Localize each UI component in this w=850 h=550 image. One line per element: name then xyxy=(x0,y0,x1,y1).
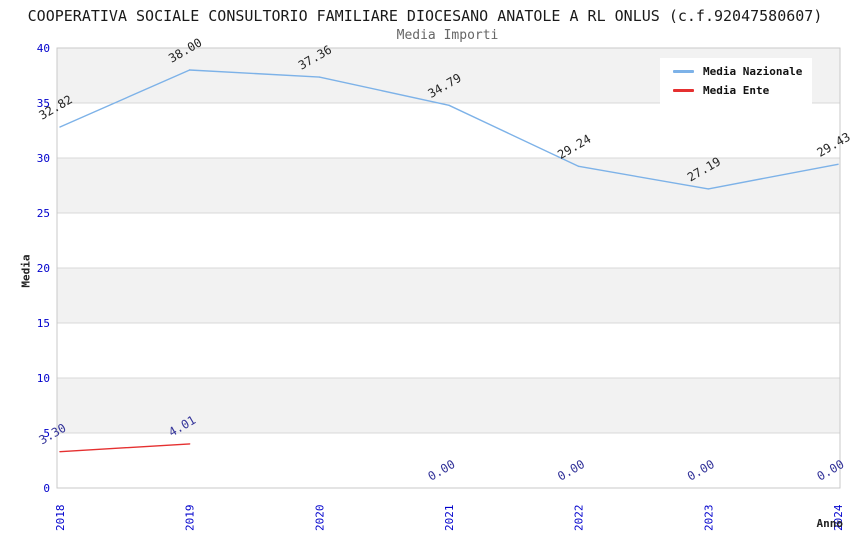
legend-item-media-ente: Media Ente xyxy=(660,84,812,97)
data-label-0: 29.43 xyxy=(815,130,850,160)
grid-band xyxy=(57,378,840,433)
y-tick-label: 40 xyxy=(37,42,50,55)
series-line-0 xyxy=(59,69,191,128)
x-tick-label: 2022 xyxy=(573,505,586,532)
y-tick-label: 5 xyxy=(43,427,50,440)
chart-title: COOPERATIVA SOCIALE CONSULTORIO FAMILIAR… xyxy=(27,7,823,25)
data-label-1: 0.00 xyxy=(426,457,458,484)
x-tick-label: 2019 xyxy=(184,505,197,532)
y-tick-label: 30 xyxy=(37,152,50,165)
y-axis-title: Media xyxy=(19,254,33,288)
series-line-0 xyxy=(448,104,580,168)
data-label-0: 29.24 xyxy=(555,132,593,162)
series-line-0 xyxy=(707,163,839,190)
y-tick-label: 0 xyxy=(43,482,50,495)
x-tick-label: 2024 xyxy=(832,504,845,531)
legend-label-media-nazionale: Media Nazionale xyxy=(703,64,803,78)
legend-label-media-ente: Media Ente xyxy=(703,84,770,98)
x-tick-label: 2023 xyxy=(702,505,715,532)
y-tick-label: 35 xyxy=(37,97,50,110)
series-line-1 xyxy=(59,443,191,453)
x-tick-label: 2021 xyxy=(443,505,456,532)
y-tick-label: 10 xyxy=(37,372,50,385)
data-label-1: 0.00 xyxy=(555,457,587,484)
series-line-0 xyxy=(188,69,321,78)
legend: Media Nazionale Media Ente xyxy=(660,58,812,104)
y-tick-label: 15 xyxy=(37,317,50,330)
legend-item-media-nazionale: Media Nazionale xyxy=(660,65,812,78)
y-tick-label: 25 xyxy=(37,207,50,220)
data-label-1: 3.30 xyxy=(37,421,69,448)
x-axis-title: Anno xyxy=(816,517,844,530)
grid-band xyxy=(57,158,840,213)
y-tick-label: 20 xyxy=(37,262,50,275)
data-label-1: 0.00 xyxy=(685,457,717,484)
series-line-0 xyxy=(577,165,710,190)
legend-line-media-nazionale-icon xyxy=(673,69,694,73)
x-tick-label: 2018 xyxy=(54,505,67,532)
series-line-0 xyxy=(318,76,450,107)
chart-subtitle: Media Importi xyxy=(396,28,499,43)
x-tick-label: 2020 xyxy=(313,505,326,532)
grid-band xyxy=(57,268,840,323)
data-label-1: 0.00 xyxy=(815,457,847,484)
plot-border xyxy=(56,47,841,489)
legend-line-media-ente-icon xyxy=(673,89,694,93)
